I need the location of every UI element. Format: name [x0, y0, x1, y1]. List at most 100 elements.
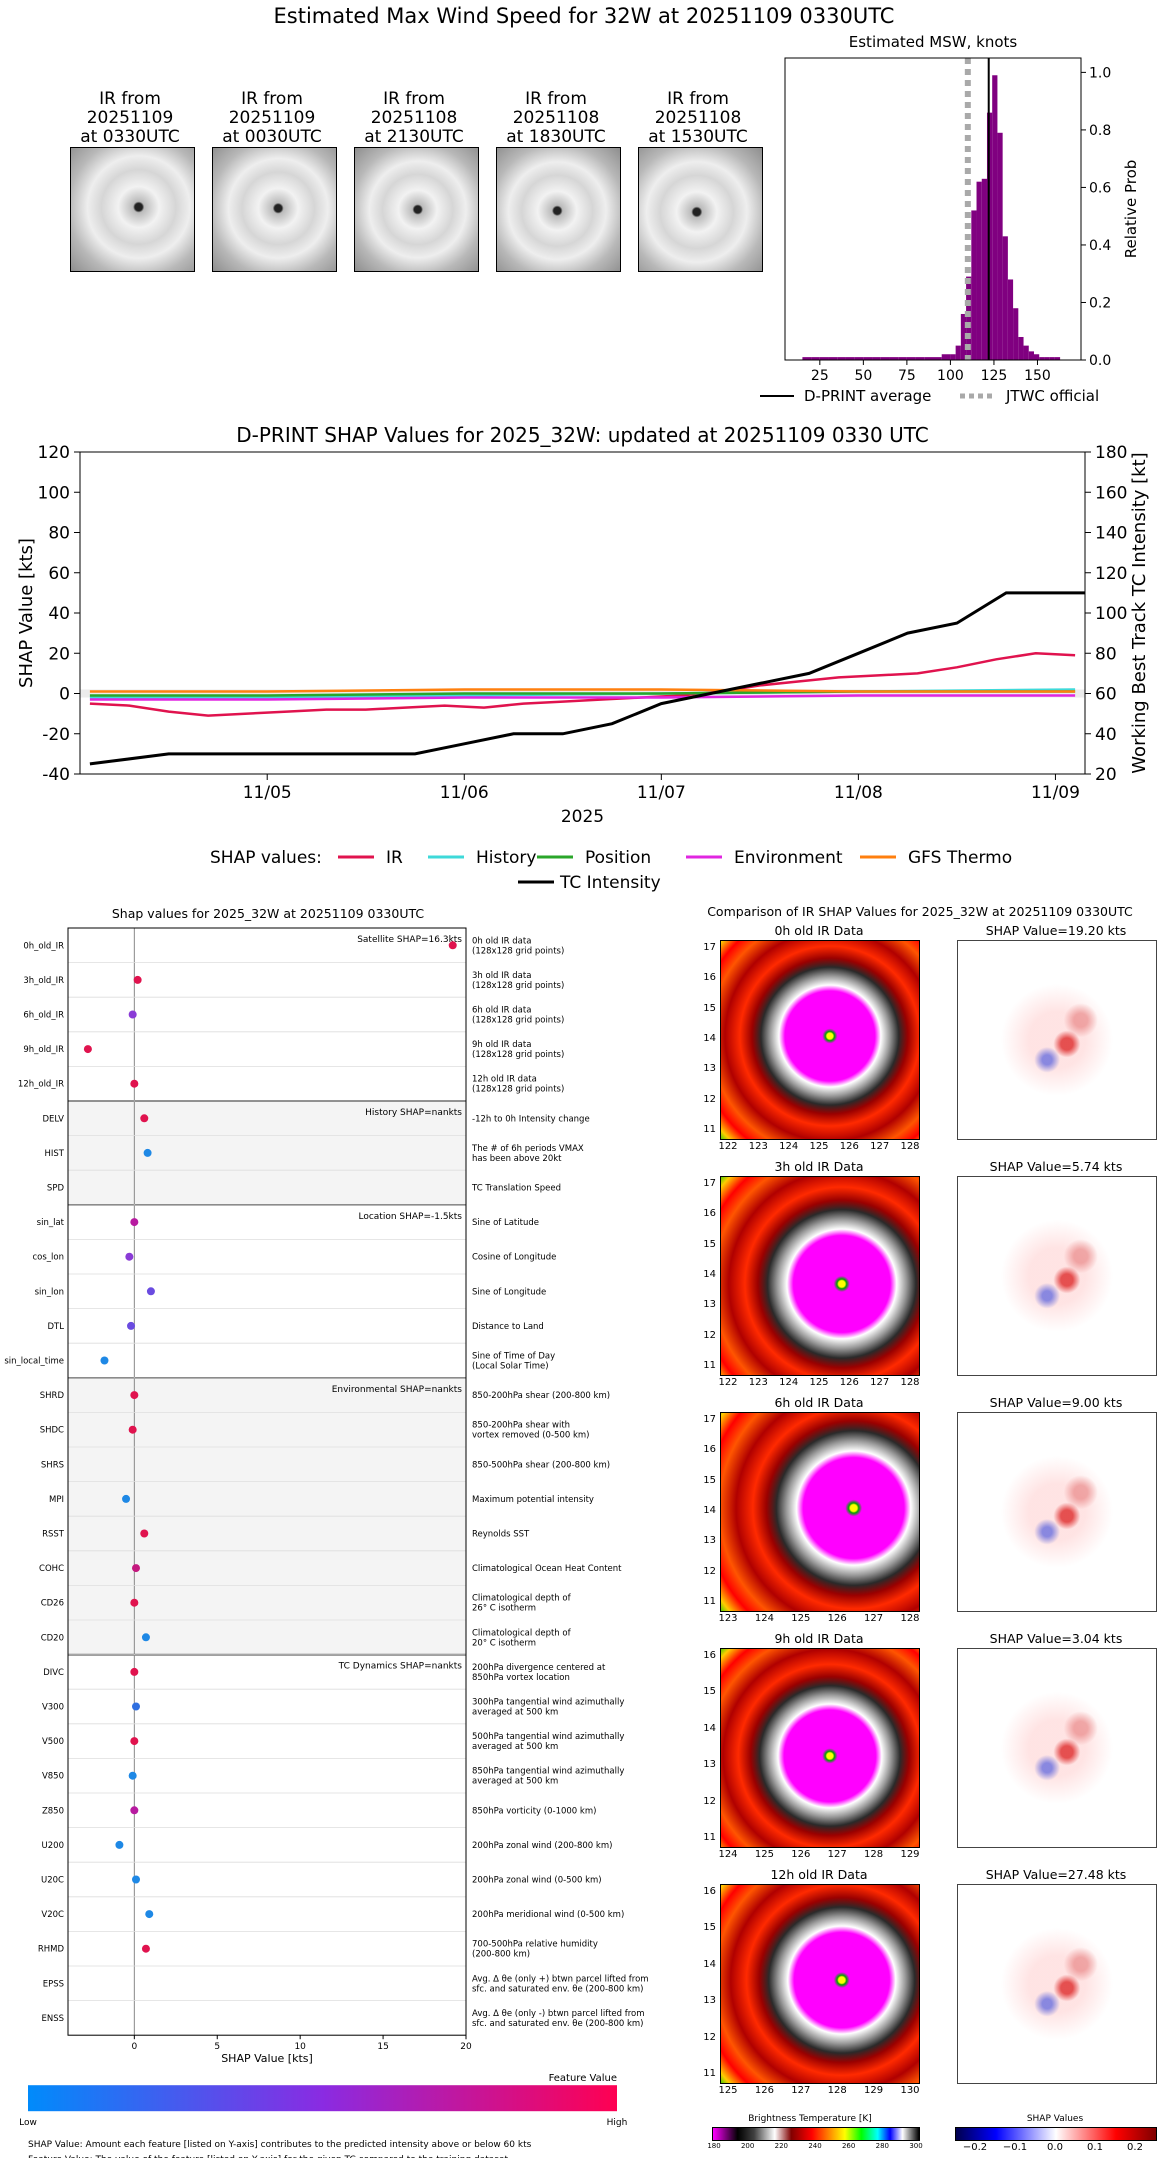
ir-satellite-map — [720, 940, 920, 1140]
feature-description-line: TC Translation Speed — [471, 1184, 561, 1194]
ir-map-ytick-label: 16 — [703, 1208, 716, 1220]
feature-description-line: 850hPa vortex location — [472, 1673, 570, 1683]
feature-name: V20C — [41, 1910, 64, 1920]
feature-point — [131, 1875, 140, 1884]
legend-jtwc-label: JTWC official — [1005, 387, 1099, 405]
feature-description: Distance to Land — [472, 1322, 544, 1332]
feature-description-line: averaged at 500 km — [472, 1708, 558, 1718]
feature-name: U200 — [42, 1841, 64, 1851]
ir-map-xtick-label: 125 — [809, 1377, 829, 1388]
feature-name: V850 — [42, 1772, 64, 1782]
timeseries-ytick-label: -40 — [42, 765, 70, 785]
feature-name: COHC — [39, 1564, 64, 1574]
feature-name: CD26 — [41, 1599, 64, 1609]
ir-map-xtick-label: 126 — [839, 1141, 859, 1152]
feature-description-line: Distance to Land — [472, 1322, 544, 1332]
histogram-bar — [915, 357, 925, 360]
feature-point — [100, 1356, 109, 1365]
feature-name: U20C — [41, 1876, 64, 1886]
beeswarm-frame — [67, 927, 467, 2036]
ir-thumbnail-image — [638, 147, 763, 272]
group-label: Location SHAP=-1.5kts — [358, 1212, 462, 1222]
ir-map-ytick-label: 16 — [703, 972, 716, 984]
feature-name: HIST — [45, 1149, 65, 1159]
histogram-bar — [960, 313, 967, 360]
feature-description: 850-200hPa shear (200-800 km) — [472, 1391, 610, 1401]
timeseries-xtick-label: 11/08 — [834, 783, 883, 803]
ir-map-xtick-label: 124 — [718, 1849, 738, 1860]
feature-point — [143, 1148, 152, 1157]
ir-map-ytick-label: 15 — [703, 1002, 716, 1014]
ir-map-xtick-label: 124 — [779, 1141, 799, 1152]
timeseries-xtick-label: 11/07 — [637, 783, 686, 803]
series-line-gfs-thermo — [89, 688, 1076, 693]
feature-description: 850-200hPa shear with vortex removed (0-5… — [472, 1421, 589, 1441]
feature-description-line: has been above 20kt — [472, 1154, 562, 1164]
histogram-bar — [802, 357, 812, 360]
ir-map-xtick-label: 127 — [864, 1613, 884, 1624]
timeseries-frame — [79, 451, 1086, 775]
legend-label-tc-intensity: TC Intensity — [559, 873, 661, 893]
feature-description-line: (Local Solar Time) — [472, 1362, 549, 1372]
ir-map-xtick-label: 128 — [900, 1377, 920, 1388]
colorbar-low-label: Low — [19, 2118, 37, 2128]
feature-name: cos_lon — [32, 1253, 64, 1263]
feature-point — [131, 1564, 140, 1573]
feature-name: 0h_old_IR — [23, 941, 64, 951]
ir-thumbnail-caption: IR from 20251108 at 2130UTC — [364, 89, 464, 147]
shap-attribution-map — [957, 1648, 1157, 1848]
ir-map-title: 0h old IR Data — [774, 923, 864, 938]
feature-description-line: Avg. Δ θe (only -) btwn parcel lifted fr… — [472, 2009, 645, 2019]
histogram-bar — [997, 132, 1003, 360]
ir-map-xtick-label: 123 — [718, 1613, 738, 1624]
feature-description-line: Climatological depth of — [472, 1628, 572, 1638]
histogram-bar — [1013, 308, 1019, 360]
feature-description: Climatological depth of 20° C isotherm — [472, 1628, 572, 1648]
feature-name: SPD — [47, 1184, 65, 1194]
histogram-bar — [1044, 357, 1050, 360]
legend-dprint-label: D-PRINT average — [804, 387, 931, 405]
feature-point — [125, 1252, 134, 1261]
ir-map-xtick-label: 124 — [779, 1377, 799, 1388]
feature-description-line: -12h to 0h Intensity change — [472, 1114, 590, 1124]
feature-description: 850hPa tangential wind azimuthally averag… — [472, 1767, 624, 1787]
feature-name: EPSS — [43, 1979, 64, 1989]
bt-colorbar-tick-label: 200 — [740, 2142, 755, 2150]
beeswarm-xtick-label: 20 — [460, 2042, 472, 2052]
histogram-bar — [1054, 357, 1061, 360]
shap-colorbar-tick-label: 0.1 — [1087, 2142, 1103, 2153]
group-label: Environmental SHAP=nankts — [332, 1385, 463, 1395]
ir-map-ytick-label: 13 — [703, 1995, 716, 2007]
ir-thumbnail-image — [70, 147, 195, 272]
histogram-bar — [966, 276, 972, 360]
ir-map-ytick-label: 17 — [703, 1414, 716, 1425]
ir-map-ytick-label: 15 — [703, 1922, 716, 1934]
feature-description: 850hPa vorticity (0-1000 km) — [472, 1806, 596, 1816]
legend-label-history: History — [476, 848, 536, 868]
feature-description: Reynolds SST — [472, 1530, 530, 1540]
timeseries-y2tick-label: 20 — [1095, 765, 1117, 785]
histogram-bar — [889, 357, 899, 360]
histogram-ytick-label: 1.0 — [1089, 65, 1111, 81]
ir-map-xtick-label: 127 — [791, 2085, 811, 2096]
timeseries-y2tick-label: 160 — [1095, 483, 1127, 503]
histogram-ytick-label: 0.0 — [1089, 353, 1111, 369]
ir-map-xtick-label: 127 — [870, 1141, 890, 1152]
ir-thumbnail-image — [354, 147, 479, 272]
histogram-bar — [1007, 279, 1014, 360]
ir-map-xtick-label: 128 — [900, 1613, 920, 1624]
timeseries-ytick-label: 60 — [48, 564, 70, 584]
feature-description-line: averaged at 500 km — [472, 1777, 558, 1787]
histogram-bar — [872, 357, 881, 360]
beeswarm-title: Shap values for 2025_32W at 20251109 033… — [111, 906, 425, 921]
ir-map-ytick-label: 13 — [703, 1063, 716, 1075]
feature-description: Avg. Δ θe (only -) btwn parcel lifted fr… — [472, 2009, 645, 2029]
feature-description-line: 850-500hPa shear (200-800 km) — [472, 1460, 610, 1470]
shap-timeseries-chart: D-PRINT SHAP Values for 2025_32W: update… — [16, 423, 1150, 893]
feature-description-line: 20° C isotherm — [472, 1638, 536, 1648]
feature-name: MPI — [49, 1495, 64, 1505]
histogram-bar — [955, 345, 961, 360]
timeseries-ytick-label: -20 — [42, 725, 70, 745]
histogram-bar — [906, 357, 916, 360]
ir-thumbnail-caption: IR from 20251109 at 0330UTC — [80, 89, 180, 147]
